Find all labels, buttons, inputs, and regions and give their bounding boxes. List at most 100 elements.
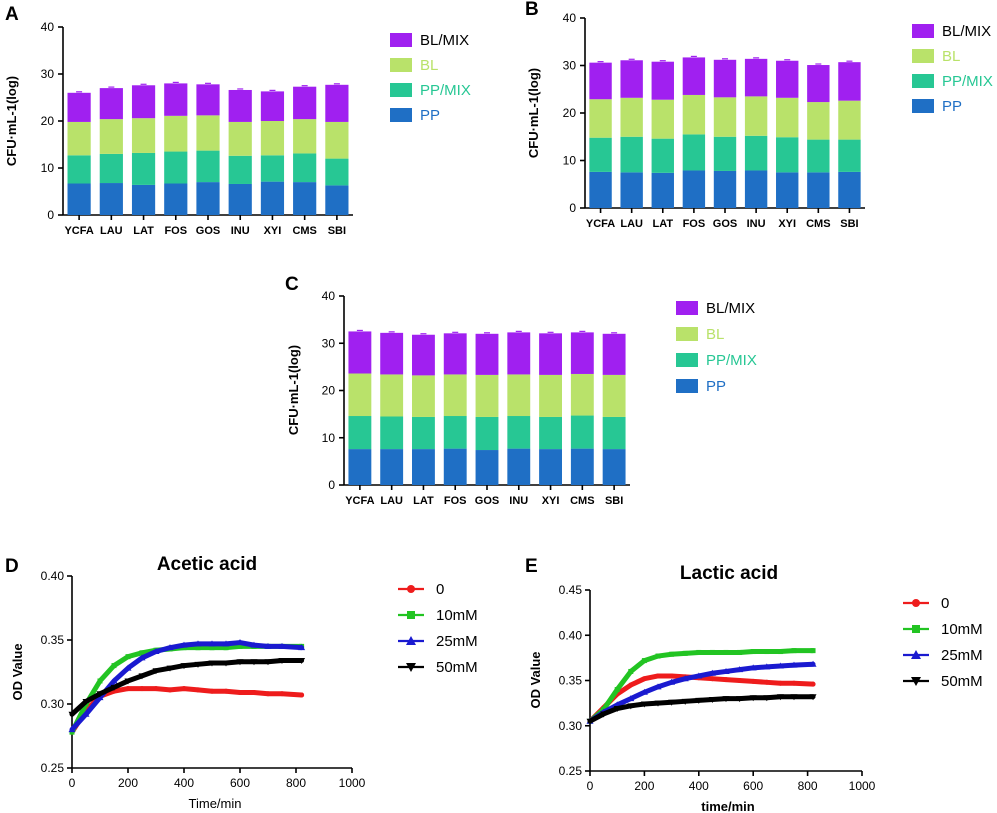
data-point: [139, 686, 145, 692]
bar-segment: [507, 332, 531, 375]
data-point: [737, 649, 743, 655]
x-tick-label: GOS: [475, 495, 499, 507]
panel-c: C 0 10 20 30 40 CFU·mL-1(log) YCFA LAU LAT FOS GOS I…: [285, 274, 757, 507]
x-tick-label: XYI: [264, 225, 282, 237]
y-tick-label: 0.40: [559, 628, 583, 642]
data-point: [82, 710, 90, 717]
bar-segment: [164, 151, 188, 184]
bar-segment: [507, 416, 531, 449]
x-tick-label: CMS: [570, 495, 594, 507]
legend-swatch: [390, 83, 412, 97]
bar-segment: [776, 137, 799, 173]
data-point: [264, 642, 272, 649]
data-point: [723, 677, 729, 683]
y-tick-label: 0.35: [41, 633, 65, 647]
x-tick-label: 600: [743, 779, 763, 793]
data-point: [406, 663, 416, 672]
bar-segment: [589, 137, 612, 172]
data-point: [709, 649, 715, 655]
data-point: [722, 696, 730, 703]
x-tick-label: 1000: [849, 779, 876, 793]
data-point: [708, 697, 716, 704]
bar-segment: [293, 182, 317, 215]
bar-segment: [776, 97, 799, 138]
x-tick-label: INU: [509, 495, 528, 507]
x-axis-label: Time/min: [189, 796, 242, 811]
bar-segment: [539, 449, 562, 485]
x-tick-label: LAT: [413, 495, 434, 507]
bar-segment: [293, 86, 317, 120]
bar-segment: [620, 136, 643, 173]
panel-d: D Acetic acid 0.25 0.30 0.35 0.40 0 200 400 600 80…: [5, 554, 478, 811]
x-tick-label: 800: [286, 776, 306, 790]
bar-segment: [570, 332, 594, 374]
x-tick-label: INU: [747, 218, 766, 230]
bar-segment: [325, 158, 349, 186]
bar-segment: [348, 331, 372, 374]
legend-swatch: [390, 33, 412, 47]
y-axis-label: OD Value: [10, 643, 25, 700]
x-tick-label: XYI: [542, 495, 560, 507]
y-tick-label: 0.40: [41, 569, 65, 583]
bar-segment: [620, 97, 643, 137]
bar-segment: [713, 170, 737, 208]
data-point: [810, 681, 816, 687]
y-tick-label: 10: [322, 431, 336, 445]
bar-segment: [602, 374, 626, 417]
data-point: [69, 729, 75, 735]
data-point: [152, 668, 160, 675]
y-tick-label: 10: [563, 154, 577, 168]
panel-letter: B: [525, 0, 539, 20]
data-point: [223, 688, 229, 694]
y-tick-label: 0.30: [559, 719, 583, 733]
x-tick-label: 400: [689, 779, 709, 793]
data-point: [208, 660, 216, 667]
legend-swatch: [676, 379, 698, 393]
bar-segment: [589, 62, 612, 100]
bar-segment: [570, 448, 594, 485]
data-point: [777, 680, 783, 686]
legend-label: BL/MIX: [420, 32, 469, 49]
bar-segment: [651, 172, 674, 208]
bar-segment: [682, 134, 706, 171]
legend-swatch: [912, 49, 934, 63]
data-point: [237, 643, 243, 649]
x-tick-label: SBI: [328, 225, 346, 237]
data-point: [125, 686, 131, 692]
data-point: [68, 726, 76, 733]
bar-segment: [67, 155, 91, 184]
data-point: [681, 675, 689, 682]
bar-segment: [651, 61, 674, 100]
data-point: [911, 677, 921, 686]
legend-swatch: [676, 353, 698, 367]
bar-segment: [131, 152, 156, 185]
data-point: [790, 661, 798, 668]
bar-segment: [682, 94, 706, 135]
bar-segment: [67, 121, 91, 156]
data-point: [97, 678, 103, 684]
legend-swatch: [912, 24, 934, 38]
x-tick-label: 0: [587, 779, 594, 793]
data-point: [181, 686, 187, 692]
bar-segment: [807, 139, 830, 173]
legend-label: BL: [942, 48, 960, 65]
data-point: [809, 660, 817, 667]
y-tick-label: 0.35: [559, 674, 583, 688]
data-point: [406, 636, 416, 645]
data-point: [708, 669, 716, 676]
data-point: [125, 654, 131, 660]
bar-segment: [325, 121, 349, 159]
data-point: [791, 648, 797, 654]
bar-segment: [228, 155, 252, 184]
bar-segment: [380, 416, 404, 450]
panel-letter: C: [285, 274, 299, 295]
bar-segment: [807, 102, 830, 140]
bar-segment: [713, 136, 737, 171]
y-tick-label: 20: [563, 106, 577, 120]
bar-segment: [807, 172, 830, 208]
y-tick-label: 40: [41, 20, 55, 34]
bar-segment: [348, 373, 372, 417]
y-tick-label: 0.25: [559, 764, 583, 778]
y-tick-label: 0: [328, 478, 335, 492]
data-point: [223, 645, 229, 651]
